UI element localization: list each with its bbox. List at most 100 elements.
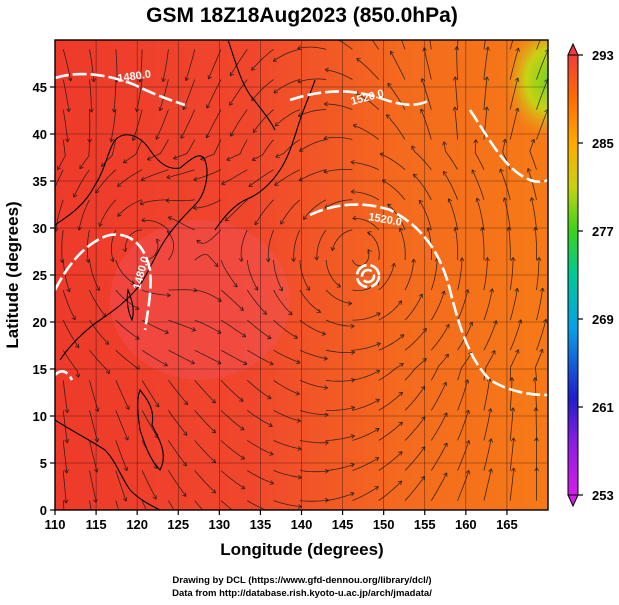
streamline-arrowhead <box>526 168 532 173</box>
streamline-arrowhead <box>117 212 122 217</box>
streamline-arrowhead <box>296 418 301 423</box>
streamline-arrowhead <box>297 446 302 451</box>
streamline <box>531 197 537 230</box>
streamline-arrowhead <box>59 258 65 263</box>
streamline <box>159 79 169 111</box>
streamline <box>247 440 274 455</box>
streamline <box>99 199 117 227</box>
streamline <box>115 289 140 310</box>
streamline-arrowhead <box>330 246 336 251</box>
streamline <box>273 259 283 292</box>
streamline <box>147 139 169 161</box>
streamline-arrowhead <box>139 200 144 206</box>
streamline-arrowhead <box>323 101 328 107</box>
streamline <box>252 139 274 161</box>
streamline <box>168 500 175 510</box>
streamline <box>230 109 248 137</box>
streamline <box>401 40 406 50</box>
streamline <box>454 106 458 140</box>
streamline-arrowhead <box>398 451 403 456</box>
streamline <box>123 139 143 164</box>
streamline <box>254 199 274 226</box>
streamline <box>536 40 541 50</box>
streamline-arrowhead <box>104 340 110 345</box>
streamline <box>411 145 432 170</box>
streamline-arrowhead <box>167 215 173 221</box>
streamline <box>326 492 355 501</box>
streamline-arrowhead <box>207 74 213 80</box>
streamline-arrowhead <box>475 197 481 203</box>
streamline-arrowhead <box>239 306 244 311</box>
y-tick-label: 5 <box>40 456 47 471</box>
streamline-arrowhead <box>268 422 273 428</box>
streamline <box>196 229 222 244</box>
streamline <box>299 470 329 473</box>
streamline <box>351 191 379 201</box>
streamline-arrowhead <box>422 327 427 333</box>
streamline-arrowhead <box>422 358 427 363</box>
streamline <box>430 290 445 321</box>
streamline <box>194 253 219 267</box>
streamline <box>483 288 493 321</box>
y-axis-ticks: 0 5 10 15 20 25 30 35 40 45 <box>33 80 55 518</box>
streamline <box>509 40 514 50</box>
streamline-arrowhead <box>464 289 470 294</box>
streamline-arrowhead <box>124 436 129 441</box>
streamline-arrowhead <box>224 216 230 222</box>
streamline <box>303 199 327 220</box>
streamline <box>325 69 353 80</box>
streamline-arrowhead <box>379 152 385 157</box>
streamline <box>89 349 110 375</box>
streamline-arrowhead <box>131 136 137 142</box>
streamline <box>273 440 302 450</box>
streamline <box>529 139 537 170</box>
streamline <box>194 380 216 404</box>
streamline-arrowhead <box>241 333 247 338</box>
streamline-arrowhead <box>442 381 447 387</box>
streamline-arrowhead <box>94 437 99 443</box>
streamline-arrowhead <box>239 397 244 402</box>
streamline <box>141 410 159 439</box>
typhoon-center-contour <box>355 263 381 289</box>
y-tick-label: 30 <box>33 221 47 236</box>
streamline <box>326 406 355 411</box>
streamline-arrowhead <box>386 114 391 119</box>
streamline-arrowhead <box>109 257 115 263</box>
streamline <box>168 380 189 405</box>
streamline <box>457 40 459 50</box>
streamline <box>139 49 143 83</box>
streamline <box>509 437 515 471</box>
streamline <box>182 79 196 110</box>
streamline <box>194 319 222 334</box>
streamline-arrowhead <box>452 106 458 111</box>
colorbar-scale <box>567 54 579 496</box>
streamline-arrowhead <box>350 434 355 439</box>
streamline-arrowhead <box>71 315 76 321</box>
streamline <box>240 229 248 262</box>
streamline-arrowhead <box>196 239 201 245</box>
streamline <box>62 109 69 143</box>
streamline <box>115 440 128 471</box>
streamline-arrowhead <box>267 394 272 400</box>
warm-anomaly <box>110 220 290 380</box>
streamline <box>193 169 222 181</box>
streamline-arrowhead <box>447 198 453 203</box>
streamline-arrowhead <box>269 360 274 366</box>
streamline <box>474 139 485 170</box>
streamline-arrowhead <box>316 308 321 313</box>
streamline-arrowhead <box>182 105 187 111</box>
streamline <box>442 171 458 200</box>
streamline <box>273 79 301 94</box>
streamline-arrowhead <box>172 155 178 160</box>
streamline <box>378 391 403 411</box>
streamline <box>509 377 513 411</box>
streamline-arrowhead <box>251 156 257 162</box>
streamline-arrowhead <box>66 107 71 112</box>
streamline <box>299 379 328 389</box>
streamline-arrowhead <box>85 258 91 263</box>
streamline-arrowhead <box>442 171 448 176</box>
colorbar-tick-label: 277 <box>592 224 614 239</box>
streamline-arrowhead <box>155 135 160 140</box>
colorbar-tick-label: 269 <box>592 312 614 327</box>
streamline-arrowhead <box>352 215 357 221</box>
